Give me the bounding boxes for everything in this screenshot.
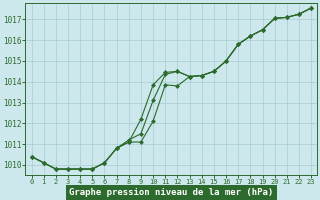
X-axis label: Graphe pression niveau de la mer (hPa): Graphe pression niveau de la mer (hPa) [69,188,274,197]
